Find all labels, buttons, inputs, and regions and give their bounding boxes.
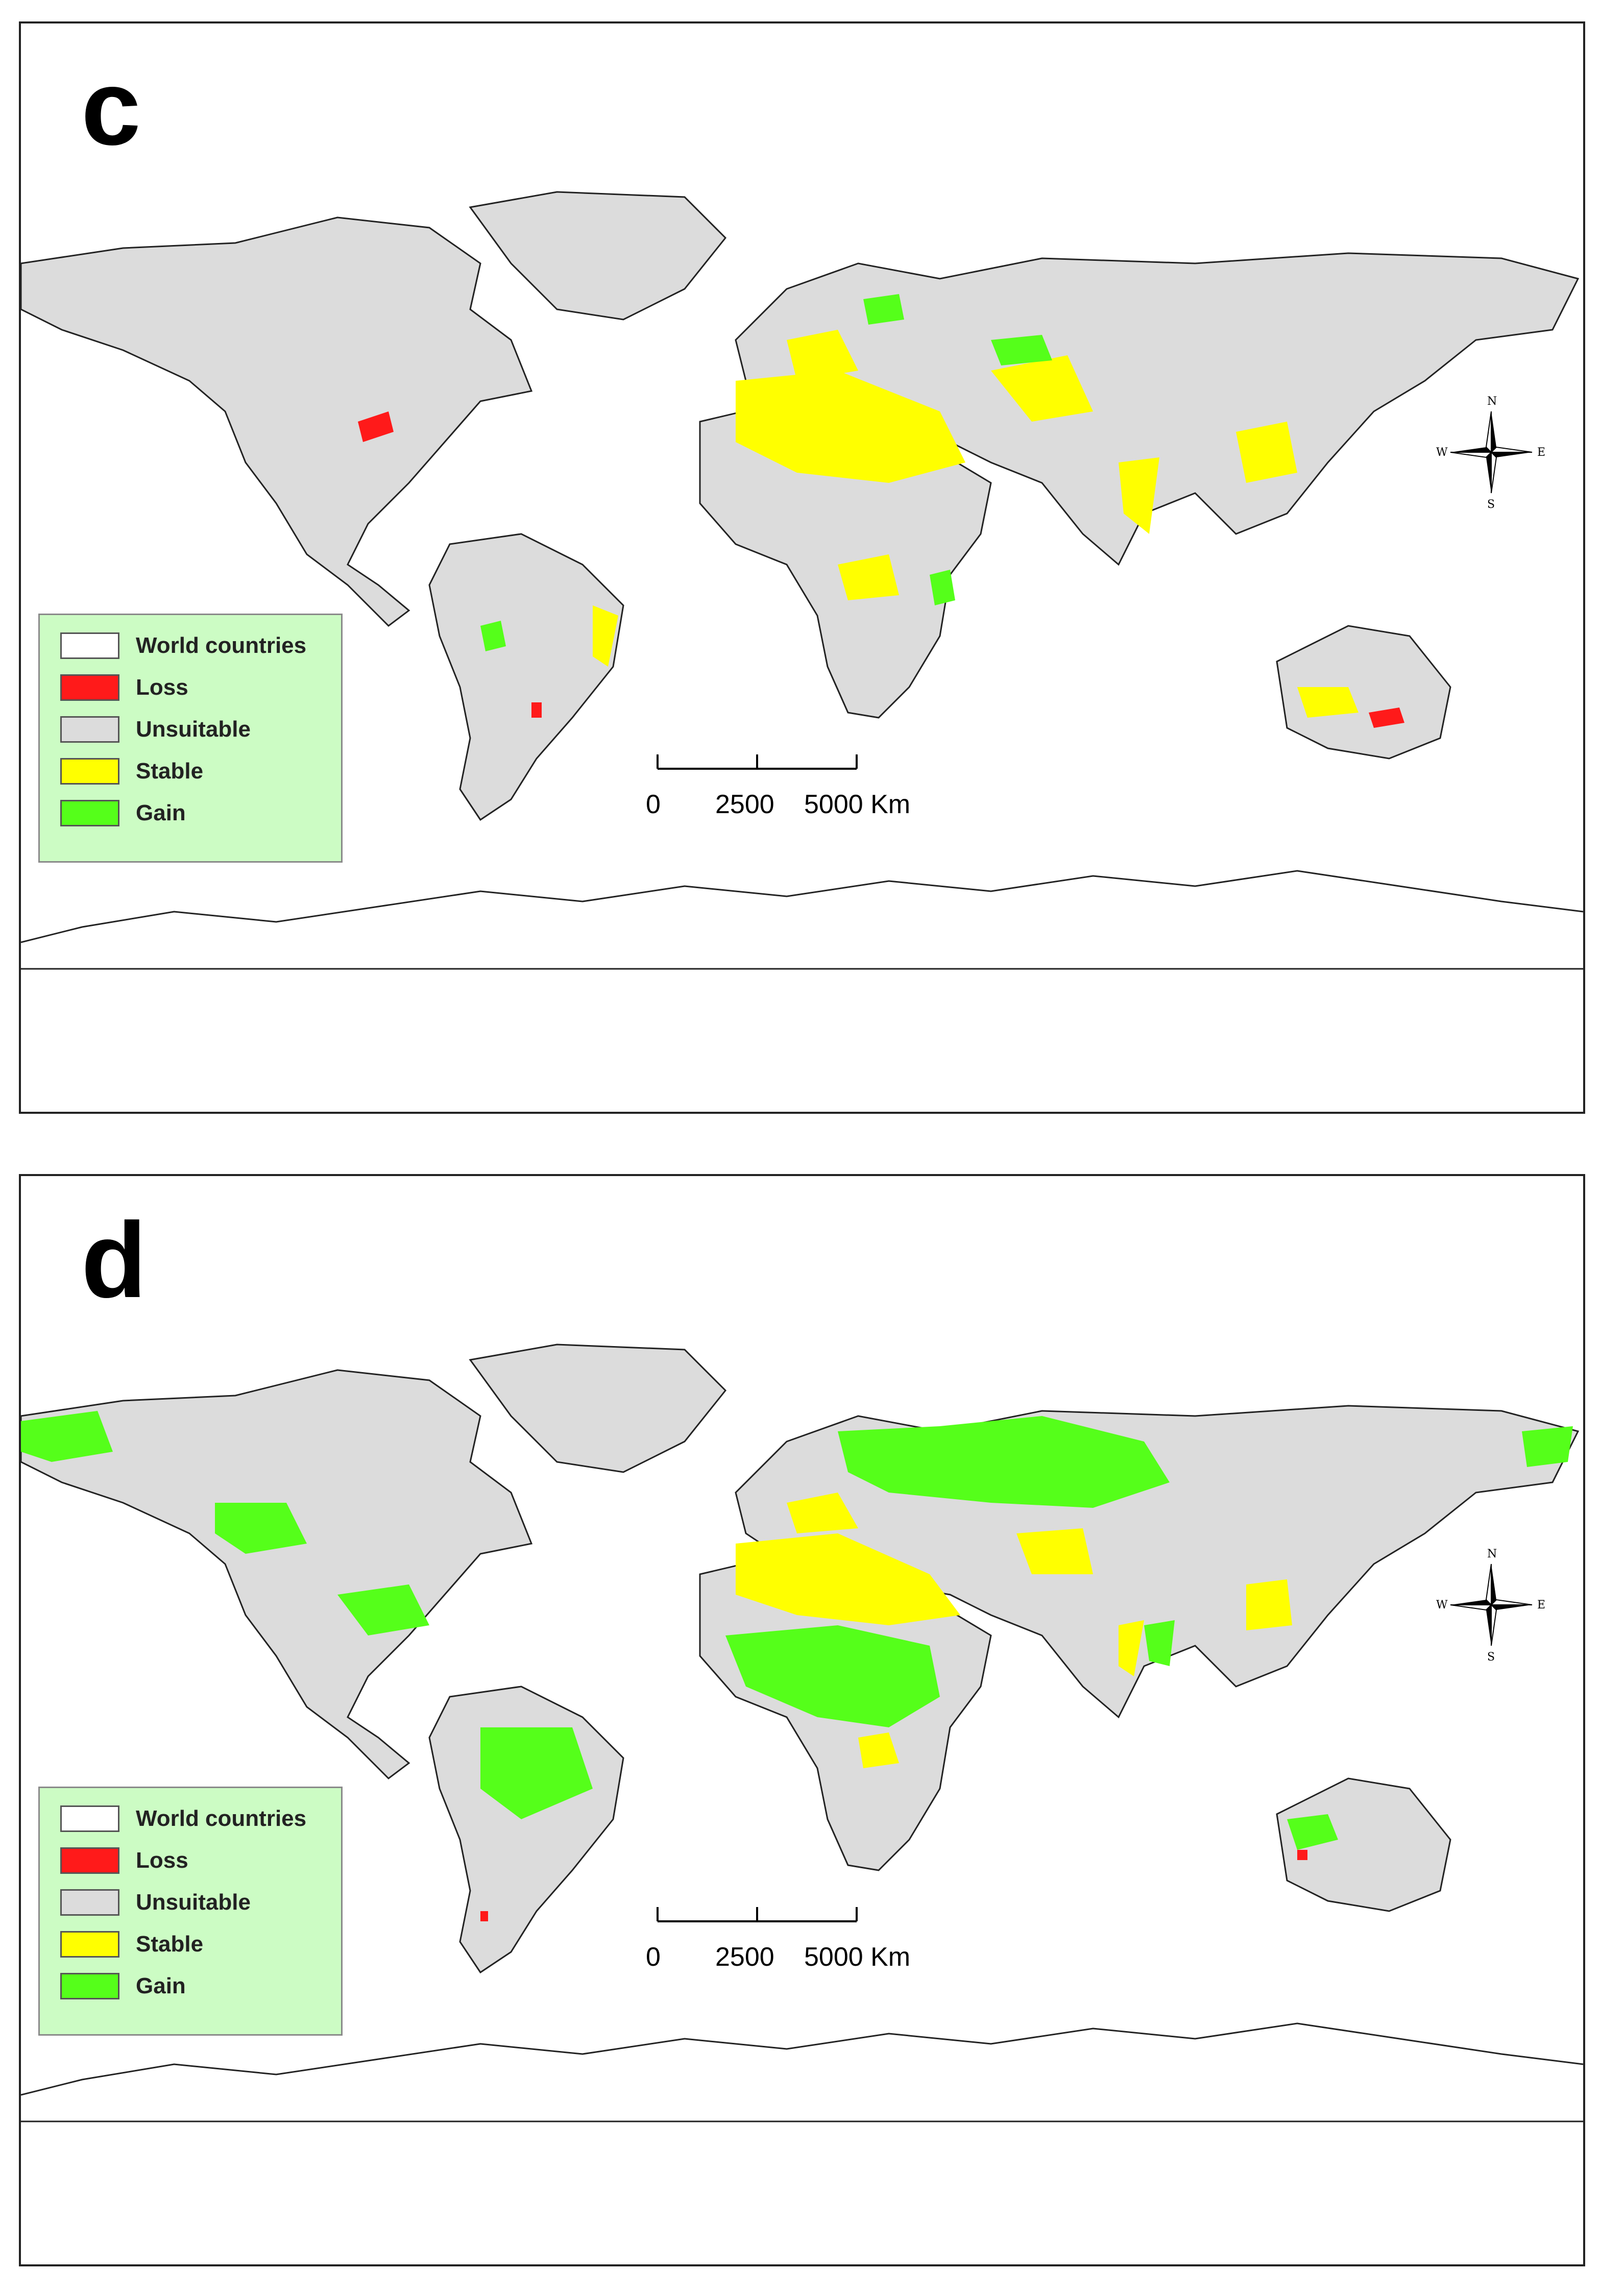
legend-swatch-world-countries — [60, 1805, 119, 1832]
legend-label: Unsuitable — [136, 1890, 251, 1915]
scale-tick-0: 0 — [646, 790, 661, 819]
landmass-greenland — [469, 191, 727, 321]
compass-n: N — [1487, 395, 1497, 408]
legend-swatch-loss — [60, 1847, 119, 1874]
compass-w: W — [1436, 1599, 1448, 1611]
compass-e: E — [1537, 446, 1546, 459]
legend-label: Loss — [136, 675, 188, 700]
map-panel-d: d World countries Loss Unsuitable Stable… — [19, 1174, 1585, 2266]
legend-label: World countries — [136, 1806, 307, 1831]
scale-tick-5000: 5000 Km — [804, 1942, 911, 1972]
antarctica — [21, 870, 1583, 943]
legend-swatch-stable — [60, 1931, 119, 1958]
gain-regions — [480, 294, 1052, 651]
compass-s: S — [1487, 498, 1495, 511]
landmass-south-america — [428, 533, 624, 821]
loss-regions — [480, 1850, 1307, 1921]
legend-swatch-loss — [60, 674, 119, 701]
map-panel-c: c World countries Loss Unsuitable Stable… — [19, 21, 1585, 1114]
legend-label: Gain — [136, 800, 186, 825]
world-map-d — [21, 1344, 1583, 2122]
gain-regions — [21, 1411, 1573, 1850]
legend-d: World countries Loss Unsuitable Stable G… — [38, 1787, 343, 2036]
legend-label: Unsuitable — [136, 717, 251, 742]
legend-label: Loss — [136, 1848, 188, 1873]
stable-regions — [593, 330, 1359, 718]
stable-regions — [736, 1493, 1292, 1768]
legend-label: Stable — [136, 1932, 204, 1957]
landmass-greenland — [469, 1344, 727, 1473]
scale-bar-c — [657, 754, 858, 770]
scale-bar-d — [657, 1907, 858, 1922]
legend-c: World countries Loss Unsuitable Stable G… — [38, 614, 343, 863]
legend-label: World countries — [136, 633, 307, 658]
legend-swatch-gain — [60, 1973, 119, 1999]
landmass-north-america — [21, 216, 533, 627]
scale-tick-5000: 5000 Km — [804, 790, 911, 819]
legend-label: Stable — [136, 759, 204, 784]
scale-tick-2500: 2500 — [715, 790, 774, 819]
compass-e: E — [1537, 1599, 1546, 1611]
landmass-north-america — [21, 1369, 533, 1779]
compass-rose-c — [1450, 411, 1533, 494]
legend-swatch-stable — [60, 758, 119, 785]
scale-tick-0: 0 — [646, 1942, 661, 1972]
legend-swatch-unsuitable — [60, 1889, 119, 1916]
compass-w: W — [1436, 446, 1448, 459]
compass-s: S — [1487, 1651, 1495, 1664]
compass-rose-d — [1450, 1564, 1533, 1646]
legend-swatch-world-countries — [60, 632, 119, 659]
legend-label: Gain — [136, 1973, 186, 1998]
landmass-australia — [1276, 1777, 1451, 1912]
loss-regions — [358, 411, 1404, 728]
scale-tick-2500: 2500 — [715, 1942, 774, 1972]
panel-letter: d — [81, 1200, 147, 1320]
legend-swatch-unsuitable — [60, 716, 119, 743]
landmass-australia — [1276, 625, 1451, 760]
compass-n: N — [1487, 1548, 1497, 1560]
world-map-c — [21, 191, 1583, 970]
panel-letter: c — [81, 47, 141, 167]
antarctica — [21, 2022, 1583, 2096]
legend-swatch-gain — [60, 800, 119, 826]
